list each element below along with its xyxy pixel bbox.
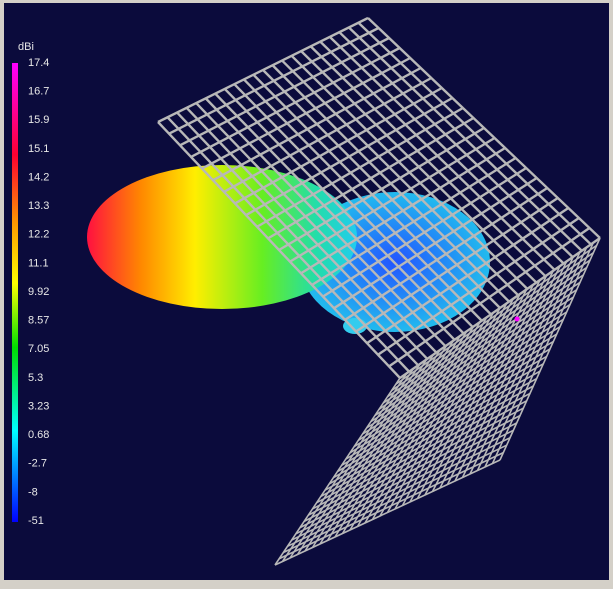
grid-wire <box>356 326 475 527</box>
grid-wire <box>289 136 496 263</box>
grid-wire <box>333 176 538 310</box>
color-bar-label: 9.92 <box>28 286 49 298</box>
grid-wire <box>311 156 517 286</box>
grid-wire <box>399 237 601 379</box>
grid-wire <box>300 146 506 275</box>
grid-wire <box>439 274 548 489</box>
grid-wire <box>386 307 501 513</box>
grid-wire <box>289 368 415 559</box>
color-bar-label: 7.05 <box>28 343 49 355</box>
color-bar-label: -2.7 <box>28 458 47 470</box>
grid-wire <box>326 344 448 541</box>
reflector <box>157 16 601 566</box>
grid-wire <box>499 237 601 461</box>
color-bar-label: 17.4 <box>28 57 49 69</box>
grid-wire <box>446 270 555 485</box>
color-bar-label: 15.9 <box>28 114 49 126</box>
grid-wire <box>377 217 580 356</box>
grid-wire <box>344 186 548 321</box>
grid-wire <box>371 316 488 520</box>
color-bar-label: 15.1 <box>28 143 49 155</box>
grid-wire <box>409 293 521 503</box>
lobe <box>87 165 357 309</box>
grid-wire <box>281 372 408 562</box>
grid-wire <box>322 166 527 298</box>
grid-wire <box>256 106 464 228</box>
grid-wire <box>355 196 559 333</box>
grid-wire <box>334 340 455 538</box>
grid-wire <box>319 349 441 545</box>
grid-wire <box>274 377 401 566</box>
grid-wire <box>267 116 475 240</box>
grid-wire <box>296 363 421 555</box>
color-bar-label: 5.3 <box>28 372 43 384</box>
grid-wire <box>349 330 468 531</box>
grid-wire <box>341 335 461 534</box>
grid-wire <box>394 302 508 510</box>
color-bar-label: 14.2 <box>28 171 49 183</box>
feed-point <box>514 316 520 322</box>
grid-wire <box>401 298 515 506</box>
color-bar-label: 11.1 <box>28 257 49 269</box>
color-bar-label: 0.68 <box>28 429 49 441</box>
grid-wire <box>469 256 575 475</box>
grid-wire <box>461 260 568 478</box>
grid-wire <box>311 354 435 548</box>
grid-wire <box>304 358 428 552</box>
grid-wire <box>234 86 443 205</box>
grid-wire <box>366 207 570 345</box>
grid-wire <box>491 242 595 464</box>
color-bar-label: 12.2 <box>28 229 49 241</box>
grid-wire <box>379 312 495 517</box>
grid-wire <box>476 251 581 471</box>
color-bar-label: -51 <box>28 515 44 527</box>
color-bar-labels: 17.4 16.7 15.9 15.1 14.2 13.3 12.2 11.1 9.92 8.57… <box>28 57 49 527</box>
grid-wire <box>201 56 411 170</box>
color-bar-unit: dBi <box>18 41 34 53</box>
grid-wire <box>223 76 432 193</box>
grid-wire <box>278 126 485 252</box>
grid-wire <box>245 96 453 217</box>
grid-wire <box>190 46 401 158</box>
color-bar-label: 8.57 <box>28 315 49 327</box>
grid-wire <box>454 265 561 482</box>
grid-wire <box>157 16 369 124</box>
color-bar-label: -8 <box>28 486 38 498</box>
color-bar <box>12 63 18 522</box>
grid-wire <box>212 66 422 182</box>
grid-wire <box>431 279 541 492</box>
color-bar-label: 3.23 <box>28 400 49 412</box>
grid-wire <box>416 288 528 499</box>
grid-wire <box>484 246 588 468</box>
color-bar-label: 13.3 <box>28 200 49 212</box>
grid-wire <box>168 26 380 135</box>
grid-wire <box>364 321 481 524</box>
color-bar-label: 16.7 <box>28 86 49 98</box>
grid-wire <box>179 36 390 147</box>
grid-wire <box>388 227 591 368</box>
